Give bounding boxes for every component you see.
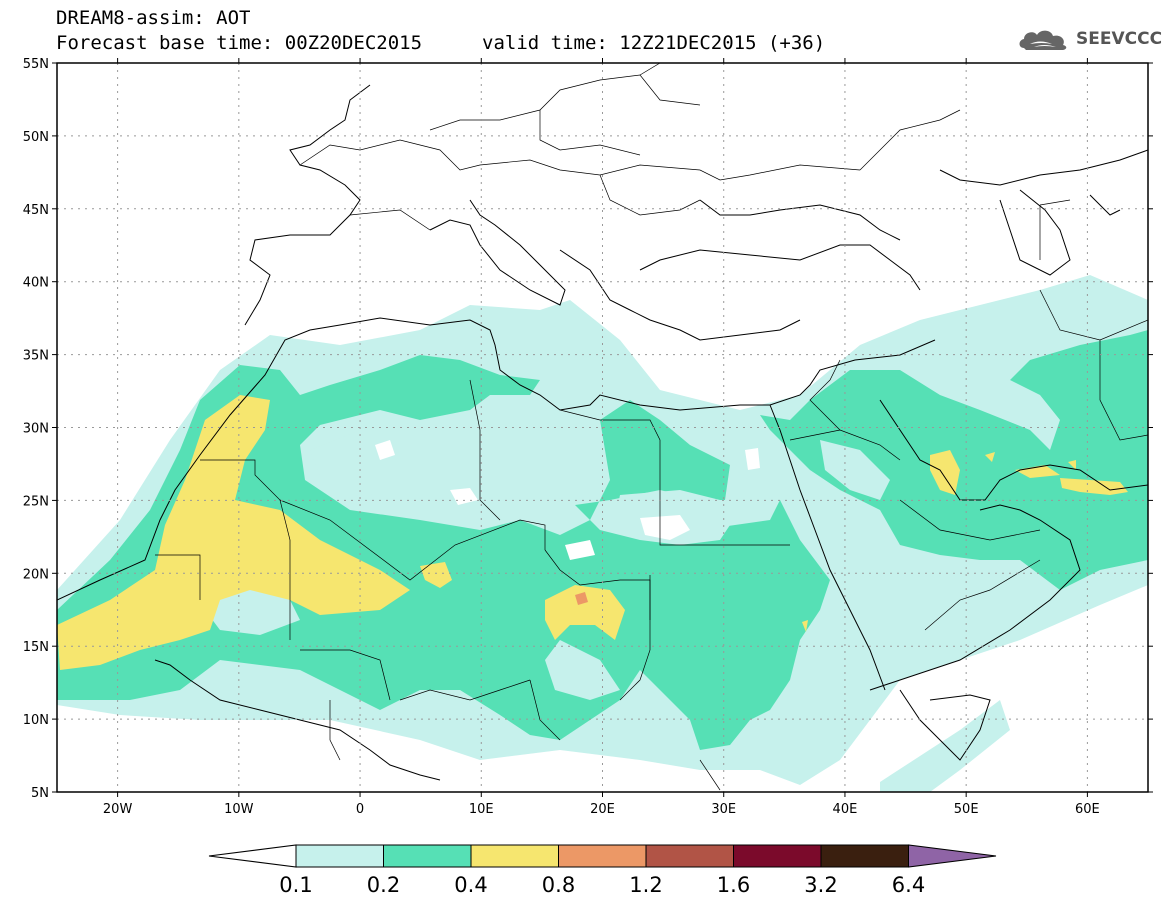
lon-tick-label: 20W	[103, 802, 133, 817]
lon-tick-label: 20E	[590, 802, 615, 817]
coastlines	[57, 84, 1148, 781]
colorbar-box	[820, 844, 909, 868]
colorbar-box	[645, 844, 734, 868]
lon-tick-label: 10W	[224, 802, 254, 817]
lon-tick-label: 50E	[954, 802, 979, 817]
lat-tick-label: 25N	[23, 494, 49, 509]
lat-tick-label: 5N	[31, 786, 49, 801]
borders	[155, 63, 1148, 791]
aot-shading	[57, 275, 1148, 792]
colorbar-level-label: 0.8	[542, 873, 575, 897]
lon-tick-label: 10E	[469, 802, 494, 817]
colorbar-box	[383, 844, 472, 868]
valid-time: valid time: 12Z21DEC2015 (+36)	[482, 32, 826, 54]
colorbar: 0.1 0.2 0.4 0.8 1.2 1.6 3.2 6.4	[208, 844, 997, 897]
lat-tick-label: 55N	[23, 57, 49, 72]
colorbar-under-arrow	[208, 844, 297, 868]
lat-tick-label: 10N	[23, 713, 49, 728]
lat-tick-label: 50N	[23, 130, 49, 145]
seevccc-logo: SEEVCCC	[1016, 24, 1162, 54]
base-time: Forecast base time: 00Z20DEC2015	[56, 32, 423, 54]
lon-axis: 20W 10W 0 10E 20E 30E 40E 50E 60E	[103, 58, 1100, 817]
lat-tick-label: 15N	[23, 640, 49, 655]
lon-tick-label: 60E	[1075, 802, 1100, 817]
lat-tick-label: 35N	[23, 349, 49, 364]
lat-tick-label: 45N	[23, 203, 49, 218]
colorbar-over-arrow	[908, 844, 997, 868]
lon-tick-label: 40E	[833, 802, 858, 817]
colorbar-box	[295, 844, 384, 868]
lat-tick-label: 20N	[23, 567, 49, 582]
colorbar-box	[733, 844, 822, 868]
map-title: DREAM8-assim: AOT	[56, 7, 251, 29]
colorbar-level-label: 1.2	[629, 873, 662, 897]
lat-lon-grid	[57, 63, 1148, 792]
colorbar-level-label: 0.1	[279, 873, 312, 897]
logo-text: SEEVCCC	[1076, 29, 1163, 49]
lat-axis: 55N 50N 45N 40N 35N 30N 25N 20N 15N 10N 5N	[23, 57, 1153, 801]
lat-tick-label: 40N	[23, 276, 49, 291]
colorbar-box	[470, 844, 559, 868]
cloud-icon	[1019, 30, 1067, 50]
lon-tick-label: 0	[356, 802, 364, 817]
lon-tick-label: 30E	[711, 802, 736, 817]
colorbar-box	[558, 844, 647, 868]
colorbar-level-label: 0.4	[454, 873, 487, 897]
colorbar-level-label: 3.2	[804, 873, 837, 897]
lat-tick-label: 30N	[23, 422, 49, 437]
colorbar-level-label: 6.4	[892, 873, 925, 897]
aot-field-02	[57, 355, 830, 750]
aot-field-03	[57, 395, 410, 670]
colorbar-level-label: 0.2	[367, 873, 400, 897]
forecast-times: Forecast base time: 00Z20DEC2015 valid ti…	[56, 32, 825, 54]
colorbar-level-label: 1.6	[717, 873, 750, 897]
